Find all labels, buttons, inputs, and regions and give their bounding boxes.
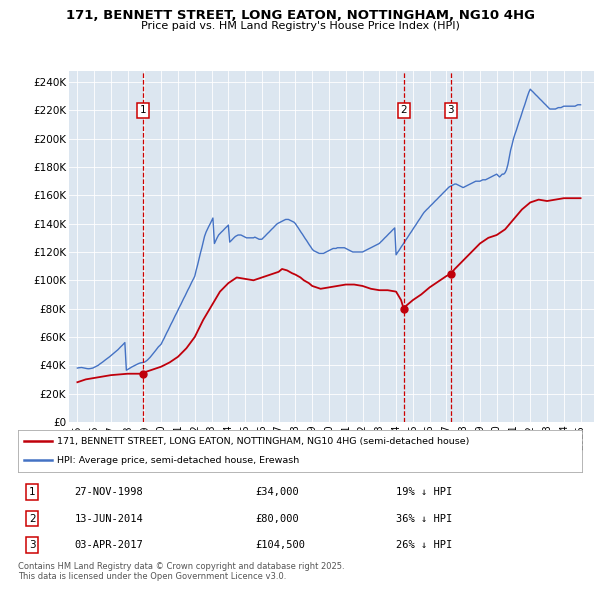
Text: 26% ↓ HPI: 26% ↓ HPI	[396, 540, 452, 550]
Text: 19% ↓ HPI: 19% ↓ HPI	[396, 487, 452, 497]
Text: 3: 3	[29, 540, 35, 550]
Text: 13-JUN-2014: 13-JUN-2014	[74, 513, 143, 523]
Text: 171, BENNETT STREET, LONG EATON, NOTTINGHAM, NG10 4HG (semi-detached house): 171, BENNETT STREET, LONG EATON, NOTTING…	[58, 437, 470, 446]
Text: 3: 3	[447, 106, 454, 116]
Text: 2: 2	[29, 513, 35, 523]
Text: 171, BENNETT STREET, LONG EATON, NOTTINGHAM, NG10 4HG: 171, BENNETT STREET, LONG EATON, NOTTING…	[65, 9, 535, 22]
Text: 27-NOV-1998: 27-NOV-1998	[74, 487, 143, 497]
Text: 36% ↓ HPI: 36% ↓ HPI	[396, 513, 452, 523]
Text: £80,000: £80,000	[255, 513, 299, 523]
Text: £104,500: £104,500	[255, 540, 305, 550]
Text: Price paid vs. HM Land Registry's House Price Index (HPI): Price paid vs. HM Land Registry's House …	[140, 21, 460, 31]
Text: 03-APR-2017: 03-APR-2017	[74, 540, 143, 550]
Text: 1: 1	[29, 487, 35, 497]
Text: HPI: Average price, semi-detached house, Erewash: HPI: Average price, semi-detached house,…	[58, 455, 300, 464]
Text: £34,000: £34,000	[255, 487, 299, 497]
Text: Contains HM Land Registry data © Crown copyright and database right 2025.
This d: Contains HM Land Registry data © Crown c…	[18, 562, 344, 581]
Text: 1: 1	[140, 106, 146, 116]
Text: 2: 2	[400, 106, 407, 116]
